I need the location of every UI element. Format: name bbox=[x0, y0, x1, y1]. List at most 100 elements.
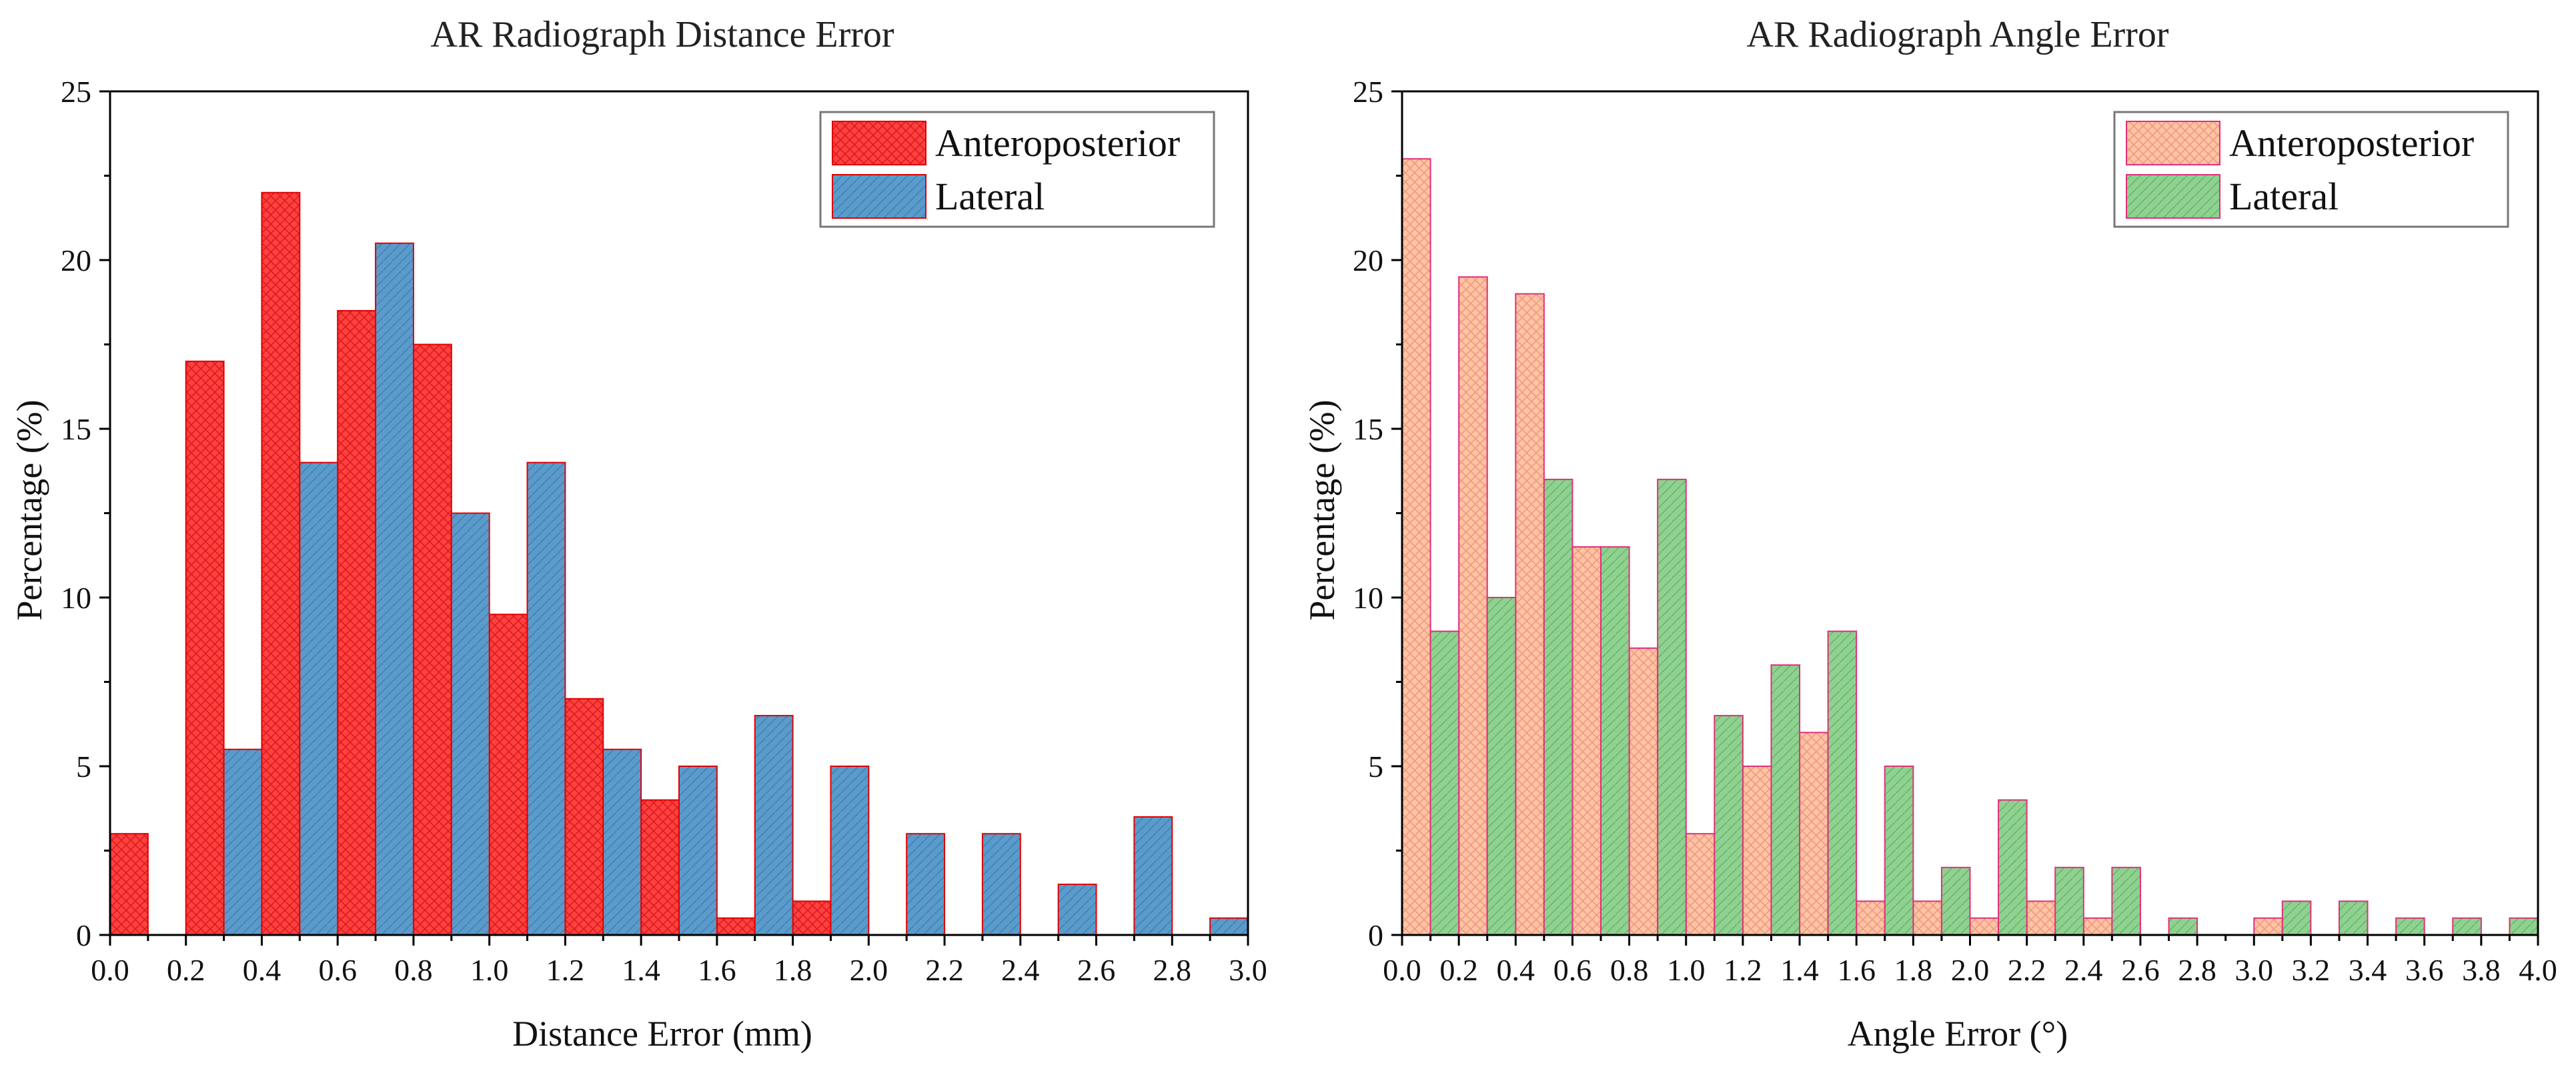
bar-lateral-0.3 bbox=[223, 748, 263, 936]
distance-error-chart: AR Radiograph Distance Error Distance Er… bbox=[9, 14, 1267, 1054]
x-tick-label: 0.0 bbox=[91, 953, 129, 987]
x-tick-label: 2.0 bbox=[1951, 953, 1990, 987]
bar-lateral-3.9 bbox=[2509, 917, 2539, 936]
y-tick-label: 5 bbox=[1368, 750, 1383, 784]
x-tick-label: 3.0 bbox=[1229, 953, 1267, 987]
x-axis-label: Angle Error (°) bbox=[1848, 1014, 2068, 1054]
x-tick-label: 1.6 bbox=[698, 953, 736, 987]
x-tick-label: 0.8 bbox=[394, 953, 433, 987]
y-tick-label: 0 bbox=[1368, 918, 1383, 952]
bar-anteroposterior-2.0 bbox=[1969, 917, 2000, 936]
x-tick-label: 2.4 bbox=[1001, 953, 1040, 987]
bar-lateral-2.3 bbox=[981, 833, 1021, 936]
x-tick-label: 0.2 bbox=[167, 953, 205, 987]
bar-anteroposterior-0.6 bbox=[337, 309, 377, 936]
bar-lateral-1.1 bbox=[526, 461, 566, 936]
x-tick-label: 2.8 bbox=[2178, 953, 2216, 987]
bar-anteroposterior-1.6 bbox=[1856, 900, 1886, 936]
y-tick-label: 10 bbox=[61, 581, 91, 615]
x-tick-label: 1.6 bbox=[1837, 953, 1876, 987]
bar-lateral-2.5 bbox=[1057, 884, 1097, 936]
bar-lateral-0.9 bbox=[450, 512, 490, 936]
x-tick-label: 3.4 bbox=[2349, 953, 2387, 987]
x-tick-label: 3.8 bbox=[2462, 953, 2501, 987]
bar-lateral-0.7 bbox=[375, 242, 414, 936]
legend-label-anteroposterior: Anteroposterior bbox=[2229, 121, 2474, 165]
bar-anteroposterior-0.2 bbox=[1458, 276, 1488, 936]
x-tick-label: 2.6 bbox=[2121, 953, 2160, 987]
bar-anteroposterior-1.4 bbox=[640, 799, 680, 936]
y-tick-label: 15 bbox=[61, 412, 91, 446]
bar-lateral-2.7 bbox=[2168, 917, 2198, 936]
x-tick-label: 1.2 bbox=[546, 953, 585, 987]
bar-lateral-3.1 bbox=[2281, 900, 2312, 936]
x-tick-label: 1.4 bbox=[622, 953, 660, 987]
bars-group bbox=[1401, 158, 2539, 936]
x-tick-label: 4.0 bbox=[2519, 953, 2557, 987]
y-tick-label: 0 bbox=[76, 918, 91, 952]
x-tick-label: 0.8 bbox=[1610, 953, 1649, 987]
legend-swatch-lateral bbox=[2126, 174, 2220, 219]
bar-lateral-0.3 bbox=[1486, 597, 1517, 936]
x-tick-label: 0.6 bbox=[1553, 953, 1592, 987]
bar-anteroposterior-2.4 bbox=[2082, 917, 2113, 936]
x-tick-label: 0.4 bbox=[243, 953, 281, 987]
bar-lateral-1.7 bbox=[1884, 766, 1914, 936]
ticks-group: 0.0 0.2 0.4 0.6 0.8 1.0 1.2 1.4 1.6 1.8 2.0 2.2 2.4 2… bbox=[61, 75, 1267, 987]
legend-label-lateral: Lateral bbox=[2229, 175, 2339, 218]
bar-anteroposterior-0.8 bbox=[1628, 647, 1659, 936]
y-axis-label: Percentage (%) bbox=[1302, 399, 1342, 620]
bar-lateral-1.3 bbox=[1770, 664, 1801, 936]
legend-swatch-lateral bbox=[832, 174, 926, 219]
bar-anteroposterior-2.2 bbox=[2026, 900, 2056, 936]
bar-anteroposterior-0.2 bbox=[185, 360, 225, 936]
y-tick-label: 20 bbox=[1353, 243, 1383, 277]
bar-lateral-1.3 bbox=[602, 748, 642, 936]
bar-anteroposterior-1.0 bbox=[488, 614, 528, 936]
bar-anteroposterior-1.2 bbox=[564, 698, 604, 936]
bar-anteroposterior-1.8 bbox=[792, 900, 832, 936]
legend: Anteroposterior Lateral bbox=[819, 111, 1215, 228]
x-tick-label: 2.4 bbox=[2064, 953, 2103, 987]
bar-lateral-1.1 bbox=[1714, 715, 1744, 936]
bar-lateral-0.5 bbox=[1543, 478, 1573, 936]
legend-swatch-anteroposterior bbox=[832, 121, 926, 165]
chart-title: AR Radiograph Distance Error bbox=[430, 14, 894, 55]
bar-lateral-0.5 bbox=[299, 461, 339, 936]
bar-lateral-2.3 bbox=[2054, 866, 2084, 936]
bar-lateral-1.9 bbox=[1940, 866, 1971, 936]
bar-anteroposterior-1.6 bbox=[716, 917, 756, 936]
legend-swatch-anteroposterior bbox=[2126, 121, 2220, 165]
bar-lateral-0.9 bbox=[1657, 478, 1687, 936]
bar-lateral-0.1 bbox=[1429, 630, 1460, 936]
bar-anteroposterior-1.2 bbox=[1742, 766, 1772, 936]
x-tick-label: 2.6 bbox=[1077, 953, 1116, 987]
bar-lateral-3.3 bbox=[2338, 900, 2369, 936]
bar-lateral-0.7 bbox=[1600, 546, 1630, 936]
y-tick-label: 25 bbox=[61, 75, 91, 109]
legend-label-anteroposterior: Anteroposterior bbox=[935, 121, 1180, 165]
x-tick-label: 2.2 bbox=[2008, 953, 2046, 987]
x-tick-label: 3.0 bbox=[2235, 953, 2274, 987]
x-axis-label: Distance Error (mm) bbox=[512, 1014, 812, 1054]
bar-anteroposterior-0.0 bbox=[1401, 158, 1431, 936]
ticks-group: 0.0 0.2 0.4 0.6 0.8 1.0 1.2 1.4 1.6 1.8 2.0 2.2 2.4 2… bbox=[1353, 75, 2557, 987]
x-tick-label: 0.2 bbox=[1439, 953, 1478, 987]
plot-frame bbox=[1401, 90, 2539, 936]
bar-anteroposterior-0.6 bbox=[1571, 546, 1602, 936]
bar-anteroposterior-0.0 bbox=[109, 833, 149, 936]
x-tick-label: 1.0 bbox=[470, 953, 509, 987]
bar-anteroposterior-1.4 bbox=[1799, 732, 1829, 936]
bar-anteroposterior-3.0 bbox=[2253, 917, 2283, 936]
bar-lateral-1.5 bbox=[678, 766, 718, 936]
y-tick-label: 15 bbox=[1353, 412, 1383, 446]
legend: Anteroposterior Lateral bbox=[2113, 111, 2509, 228]
x-tick-label: 2.2 bbox=[925, 953, 964, 987]
bar-lateral-2.9 bbox=[1209, 917, 1249, 936]
bar-lateral-3.5 bbox=[2395, 917, 2425, 936]
angle-error-chart: AR Radiograph Angle Error Angle Error (°… bbox=[1302, 14, 2557, 1054]
bar-lateral-3.7 bbox=[2452, 917, 2482, 936]
x-tick-label: 0.6 bbox=[318, 953, 357, 987]
x-tick-label: 2.8 bbox=[1153, 953, 1192, 987]
